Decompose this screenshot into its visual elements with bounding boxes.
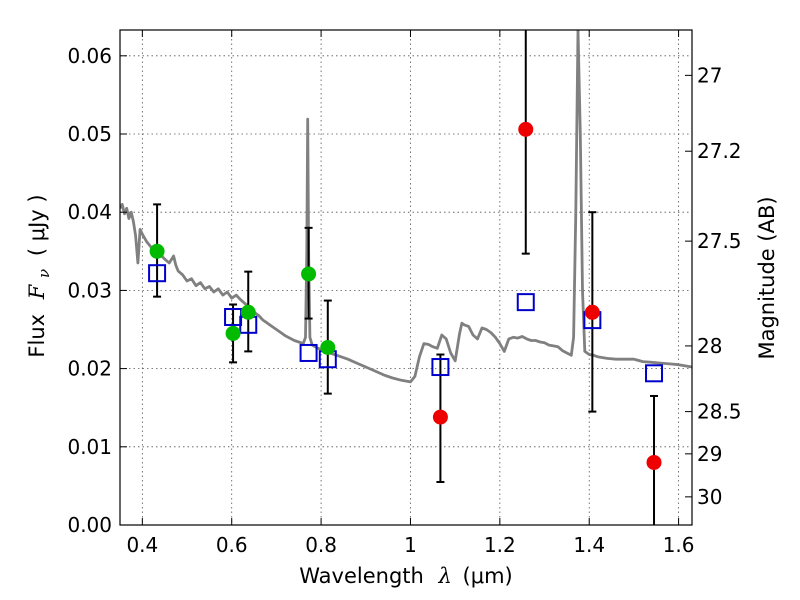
spectrum-series (120, 30, 692, 384)
y-axis-label-sub: ν (35, 269, 53, 278)
y-tick-label: 0.06 (67, 44, 112, 68)
y-tick-label: 0.05 (67, 122, 112, 146)
y2-tick-label: 28 (697, 334, 722, 358)
red-points-series (432, 121, 662, 470)
y2-tick-label: 27.5 (697, 229, 742, 253)
y-axis-label-symbol: F (25, 283, 49, 300)
model-squares-series (148, 264, 664, 383)
model-square-point (431, 358, 450, 377)
red-data-point (646, 454, 662, 470)
red-data-point (432, 409, 448, 425)
green-points-series (149, 243, 336, 355)
x-axis-label: Wavelength λ (μm) (299, 564, 512, 588)
model-square-point (516, 293, 535, 312)
x-tick-label: 1 (404, 533, 417, 557)
y-axis-label-text: Flux (25, 314, 49, 358)
y2-tick-label: 30 (697, 485, 722, 509)
green-data-point (149, 243, 165, 259)
y2-tick-label: 27 (697, 63, 722, 87)
x-tick-label: 0.4 (126, 533, 158, 557)
y-tick-label: 0.03 (67, 278, 112, 302)
y-tick-label: 0.01 (67, 435, 112, 459)
x-tick-label: 1.2 (484, 533, 516, 557)
x-axis-ticks: 0.4 0.6 0.8 1 1.2 1.4 1.6 (126, 30, 695, 557)
spectrum-line (120, 30, 692, 384)
model-square-point (299, 343, 318, 362)
x-tick-label: 1.4 (573, 533, 605, 557)
y-axis-ticks: 0.00 0.01 0.02 0.03 0.04 0.05 0.06 (67, 44, 127, 537)
y-tick-label: 0.00 (67, 513, 112, 537)
green-data-point (240, 304, 256, 320)
model-square-point (645, 364, 664, 383)
y-tick-label: 0.02 (67, 357, 112, 381)
x-axis-label-symbol: λ (438, 564, 452, 588)
x-tick-label: 1.6 (663, 533, 695, 557)
y2-tick-label: 28.5 (697, 400, 742, 424)
plot-frame (119, 29, 693, 526)
model-square-point (148, 264, 167, 283)
x-axis-label-text: Wavelength (299, 564, 424, 588)
y2-axis-label: Magnitude (AB) (755, 196, 779, 359)
red-data-point (518, 121, 534, 137)
x-tick-label: 0.6 (216, 533, 248, 557)
y2-axis-ticks: 27 27.2 27.5 28 28.5 29 30 (685, 63, 742, 509)
x-tick-label: 0.8 (305, 533, 337, 557)
red-data-point (584, 304, 600, 320)
y-tick-label: 0.04 (67, 200, 112, 224)
green-data-point (225, 325, 241, 341)
x-axis-label-unit: (μm) (463, 564, 513, 588)
y-axis-label-unit: ( μJy ) (25, 194, 49, 256)
y2-tick-label: 27.2 (697, 139, 742, 163)
y-axis-label: Flux F ν ( μJy ) (25, 194, 54, 357)
green-data-point (301, 266, 317, 282)
green-data-point (320, 339, 336, 355)
y2-tick-label: 29 (697, 442, 722, 466)
